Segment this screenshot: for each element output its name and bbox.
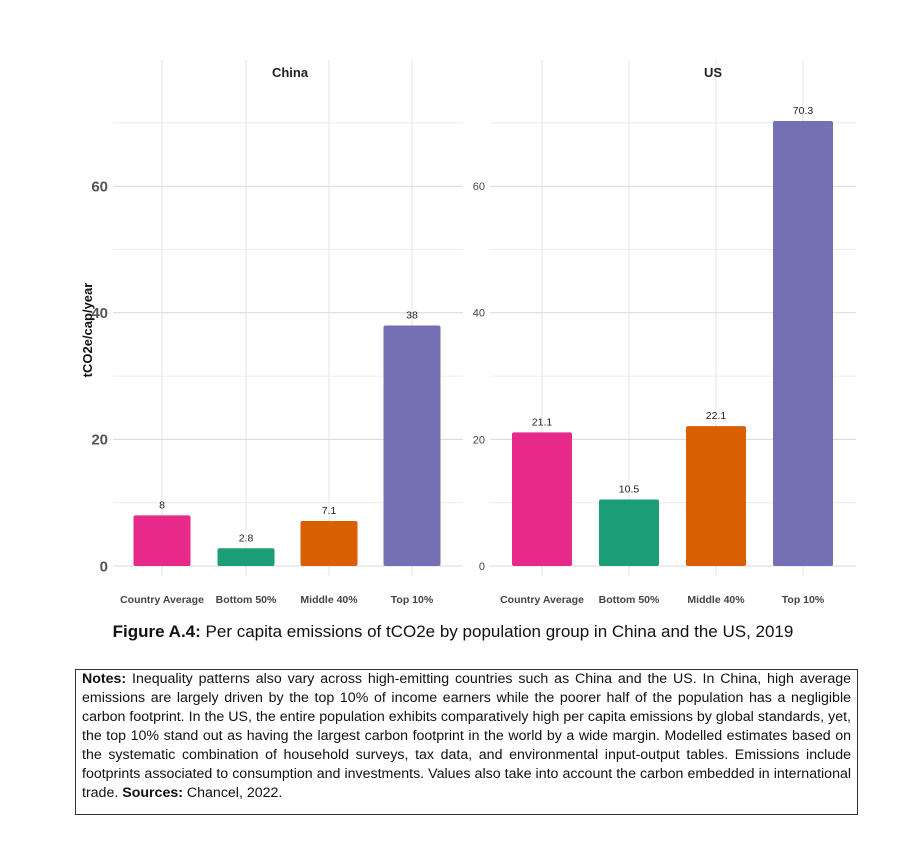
data-label: 7.1 xyxy=(322,505,337,517)
data-label: 38 xyxy=(406,309,418,321)
y-tick-label: 0 xyxy=(479,561,485,573)
x-tick-label: Middle 40% xyxy=(300,594,358,606)
bar-top-10- xyxy=(773,121,833,566)
caption-label: Figure A.4: xyxy=(112,622,201,641)
bar-bottom-50- xyxy=(599,499,659,566)
x-tick-label: Middle 40% xyxy=(687,594,745,606)
sources-text: Chancel, 2022. xyxy=(186,785,283,801)
data-label: 8 xyxy=(159,499,165,511)
bar-middle-40- xyxy=(686,426,746,566)
x-tick-label: Country Average xyxy=(120,594,204,606)
x-tick-label: Top 10% xyxy=(782,594,825,606)
notes-box: Notes: Inequality patterns also vary acr… xyxy=(75,669,858,815)
x-tick-label: Top 10% xyxy=(391,594,434,606)
sources-label: Sources: xyxy=(122,785,183,801)
data-label: 22.1 xyxy=(706,410,727,422)
y-tick-label: 60 xyxy=(473,181,485,193)
data-label: 10.5 xyxy=(619,484,640,496)
notes-text: Inequality patterns also vary across hig… xyxy=(82,671,851,801)
y-axis-label: tCO2e/cap/year xyxy=(80,283,95,378)
bar-bottom-50- xyxy=(217,548,275,566)
notes-label: Notes: xyxy=(82,671,127,687)
bar-country-average xyxy=(512,432,572,566)
y-tick-label: 20 xyxy=(91,432,108,449)
data-label: 21.1 xyxy=(532,416,553,428)
panel-title: US xyxy=(704,65,722,80)
x-tick-label: Bottom 50% xyxy=(599,594,660,606)
figure-caption: Figure A.4: Per capita emissions of tCO2… xyxy=(0,622,906,642)
bar-top-10- xyxy=(383,325,441,566)
caption-text: Per capita emissions of tCO2e by populat… xyxy=(205,622,794,641)
y-tick-label: 40 xyxy=(91,305,108,322)
y-tick-label: 60 xyxy=(91,178,108,195)
data-label: 2.8 xyxy=(239,532,254,544)
x-tick-label: Bottom 50% xyxy=(216,594,277,606)
x-tick-label: Country Average xyxy=(500,594,584,606)
emissions-bar-chart: 0 20 40 60 China 8 Country Average 2.8 Bottom 50… xyxy=(80,60,856,606)
data-label: 70.3 xyxy=(793,105,814,117)
bar-middle-40- xyxy=(300,521,358,566)
bar-country-average xyxy=(133,515,191,566)
panel-title: China xyxy=(272,65,309,80)
panel-china: 0 20 40 60 China 8 Country Average 2.8 Bottom 50… xyxy=(91,60,463,606)
y-tick-label: 40 xyxy=(473,308,485,320)
y-tick-label: 20 xyxy=(473,434,485,446)
panel-us: 0 20 40 60 US 21.1 Country Average 10.5 Bottom 5… xyxy=(473,60,856,606)
y-tick-label: 0 xyxy=(100,558,108,575)
